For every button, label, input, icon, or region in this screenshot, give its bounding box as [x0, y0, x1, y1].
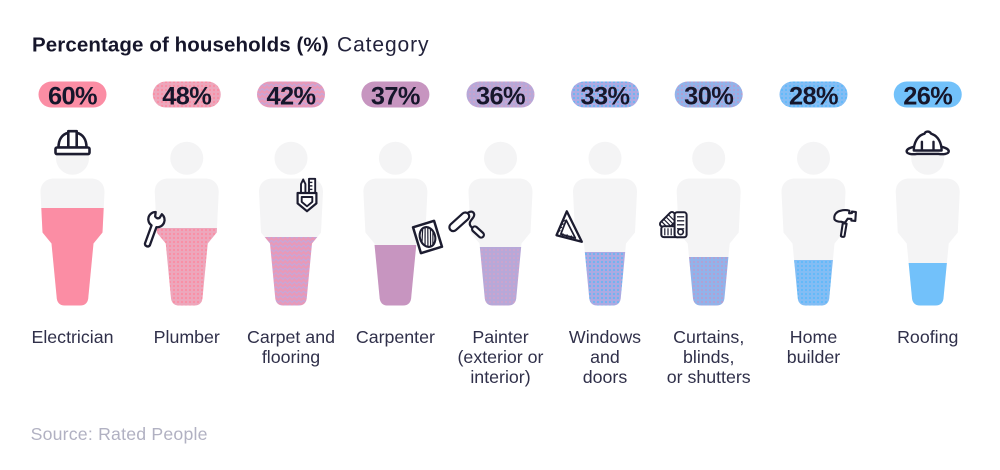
- svg-text:Source: Rated People: Source: Rated People: [31, 424, 208, 444]
- svg-text:Category: Category: [337, 33, 429, 56]
- svg-text:30%: 30%: [684, 83, 733, 111]
- svg-text:Curtains,: Curtains,: [673, 327, 744, 347]
- svg-text:37%: 37%: [371, 83, 420, 111]
- svg-text:Roofing: Roofing: [897, 327, 958, 347]
- svg-text:60%: 60%: [48, 83, 97, 111]
- svg-text:Carpenter: Carpenter: [356, 327, 435, 347]
- svg-text:36%: 36%: [476, 83, 525, 111]
- svg-text:blinds,: blinds,: [683, 347, 734, 367]
- svg-text:and: and: [590, 347, 620, 367]
- svg-text:interior): interior): [470, 367, 530, 387]
- svg-text:Painter: Painter: [472, 327, 528, 347]
- svg-text:42%: 42%: [266, 83, 315, 111]
- svg-text:26%: 26%: [903, 83, 952, 111]
- svg-text:Home: Home: [790, 327, 838, 347]
- svg-text:28%: 28%: [789, 83, 838, 111]
- svg-text:flooring: flooring: [262, 347, 320, 367]
- svg-text:33%: 33%: [580, 83, 629, 111]
- svg-text:Plumber: Plumber: [154, 327, 220, 347]
- svg-text:48%: 48%: [162, 83, 211, 111]
- svg-text:builder: builder: [787, 347, 840, 367]
- svg-text:Percentage of households (%): Percentage of households (%): [32, 33, 329, 56]
- svg-text:Electrician: Electrician: [31, 327, 113, 347]
- svg-text:Windows: Windows: [569, 327, 641, 347]
- svg-text:or shutters: or shutters: [667, 367, 751, 387]
- svg-text:(exterior or: (exterior or: [458, 347, 544, 367]
- svg-text:doors: doors: [583, 367, 628, 387]
- svg-text:Carpet and: Carpet and: [247, 327, 335, 347]
